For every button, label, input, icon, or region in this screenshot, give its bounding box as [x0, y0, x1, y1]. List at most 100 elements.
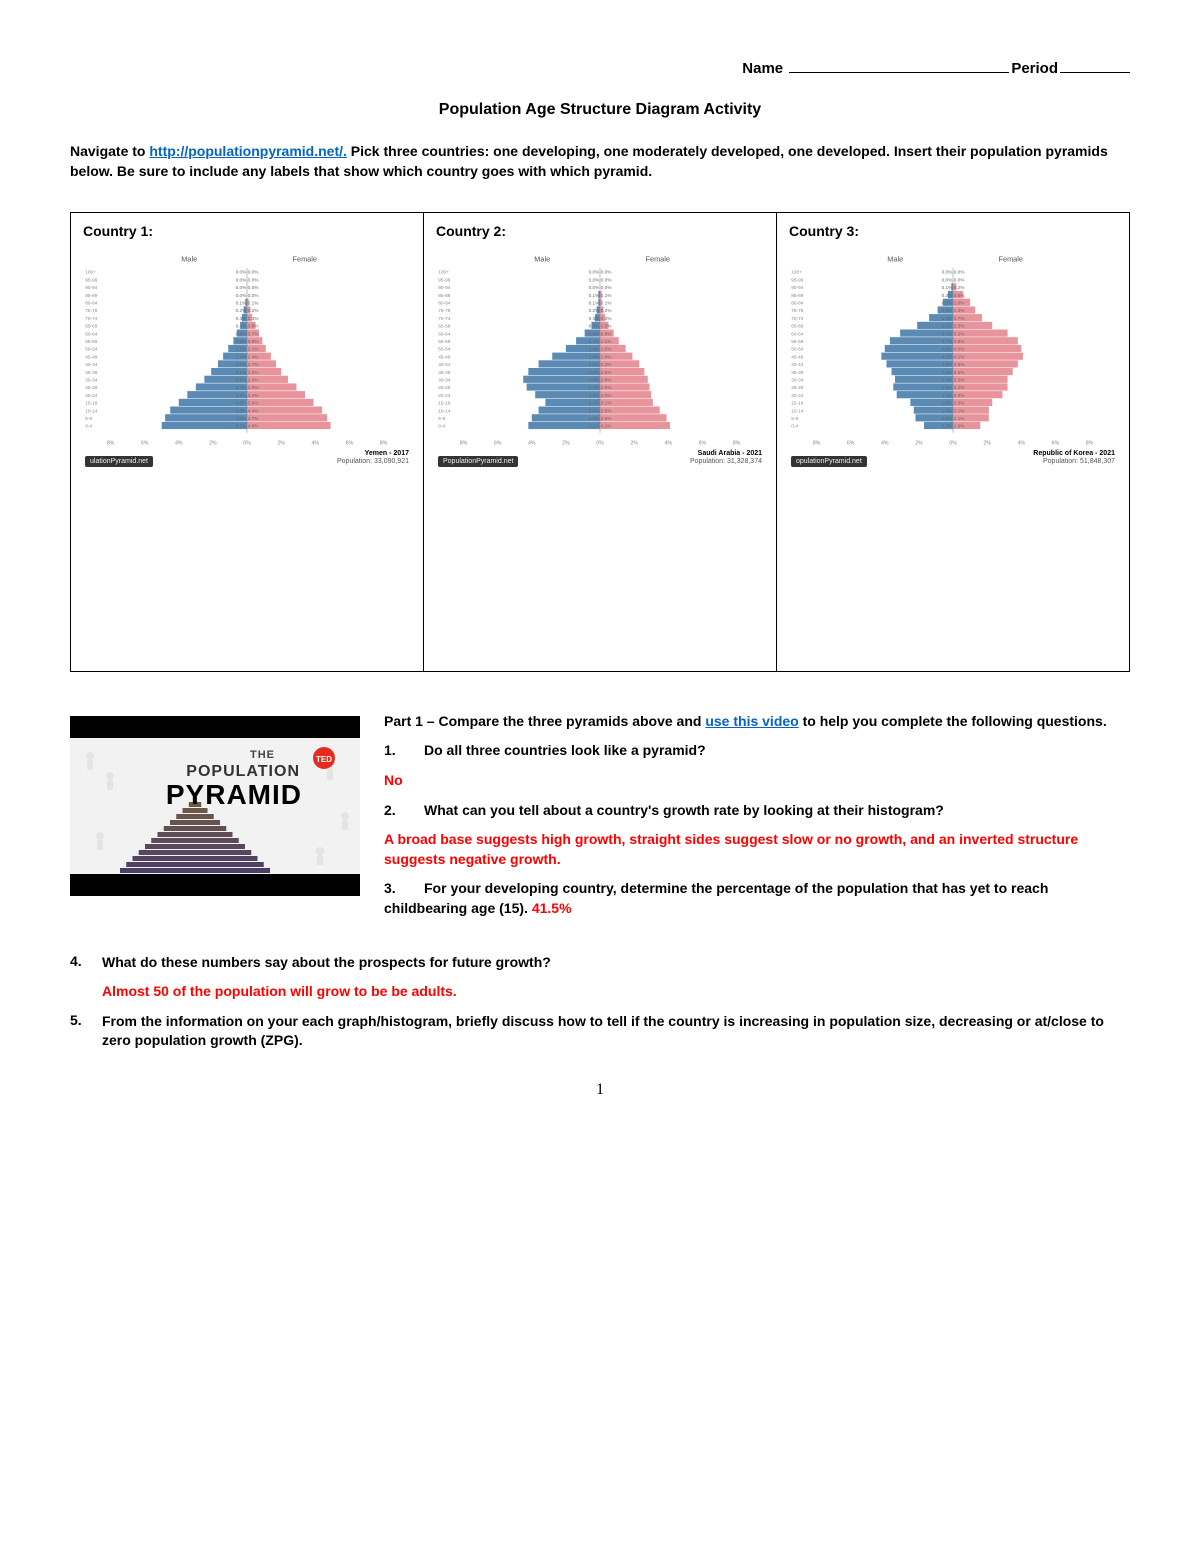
svg-text:0.1% 0.1%: 0.1% 0.1% [589, 300, 613, 306]
header-line: Name Period [70, 60, 1130, 77]
svg-text:3.3% 2.9%: 3.3% 2.9% [942, 392, 966, 398]
svg-text:0-4: 0-4 [438, 423, 445, 429]
svg-text:20-24: 20-24 [791, 392, 803, 398]
svg-text:0.3% 0.3%: 0.3% 0.3% [589, 315, 613, 321]
country-cell: Country 3: Male Female 0.0% 0.0%100+0.0%… [777, 212, 1130, 671]
period-blank [1060, 72, 1130, 73]
svg-text:3.7% 3.8%: 3.7% 3.8% [942, 339, 966, 345]
svg-text:15-19: 15-19 [438, 400, 450, 406]
svg-text:Female: Female [646, 254, 670, 263]
svg-text:1.7% 1.7%: 1.7% 1.7% [236, 362, 260, 368]
name-label: Name [742, 60, 783, 77]
name-blank [789, 72, 1009, 73]
svg-text:100+: 100+ [438, 269, 449, 275]
svg-text:3.4% 3.2%: 3.4% 3.2% [942, 377, 966, 383]
svg-text:4%: 4% [881, 440, 889, 446]
country-label: Country 2: [424, 213, 776, 245]
svg-text:2.0% 1.5%: 2.0% 1.5% [589, 346, 613, 352]
source-badge: PopulationPyramid.net [438, 456, 518, 467]
qa-block: Part 1 – Compare the three pyramids abov… [384, 712, 1130, 929]
svg-text:85-89: 85-89 [791, 292, 803, 298]
country-label: Country 3: [777, 213, 1129, 245]
svg-text:100+: 100+ [85, 269, 96, 275]
svg-text:Male: Male [181, 254, 197, 263]
svg-text:2%: 2% [209, 440, 217, 446]
svg-text:5-9: 5-9 [85, 416, 92, 422]
svg-text:0.9% 1.3%: 0.9% 1.3% [942, 308, 966, 314]
svg-text:15-19: 15-19 [791, 400, 803, 406]
svg-text:3.1% 3.2%: 3.1% 3.2% [942, 331, 966, 337]
svg-text:0.0% 0.0%: 0.0% 0.0% [942, 277, 966, 283]
svg-text:3.6% 2.3%: 3.6% 2.3% [589, 362, 613, 368]
svg-text:6%: 6% [699, 440, 707, 446]
svg-text:85-89: 85-89 [85, 292, 97, 298]
svg-text:8%: 8% [380, 440, 388, 446]
svg-text:40-44: 40-44 [85, 362, 97, 368]
svg-text:50-54: 50-54 [85, 346, 97, 352]
svg-text:4.2% 2.6%: 4.2% 2.6% [589, 369, 613, 375]
country-cell: Country 2: Male Female 0.0% 0.0% 100+ 0.0%… [424, 212, 777, 671]
svg-text:1.4% 1.1%: 1.4% 1.1% [589, 339, 613, 345]
video-thumbnail[interactable]: TED THE POPULATION PYRAMID [70, 716, 360, 896]
svg-text:8%: 8% [1086, 440, 1094, 446]
pyramid-link[interactable]: http://populationpyramid.net/. [149, 143, 347, 159]
svg-text:4%: 4% [664, 440, 672, 446]
svg-text:0.5% 0.5%: 0.5% 0.5% [589, 323, 613, 329]
svg-text:4.0% 4.0%: 4.0% 4.0% [942, 346, 966, 352]
svg-text:0.6% 1.0%: 0.6% 1.0% [942, 300, 966, 306]
svg-text:4.0% 3.9%: 4.0% 3.9% [589, 416, 613, 422]
period-label: Period [1011, 60, 1058, 77]
svg-text:0.0% 0.0%: 0.0% 0.0% [589, 277, 613, 283]
svg-text:2.5% 2.4%: 2.5% 2.4% [236, 377, 260, 383]
svg-text:75-79: 75-79 [438, 308, 450, 314]
svg-text:0.1% 0.1%: 0.1% 0.1% [236, 300, 260, 306]
svg-text:20-24: 20-24 [438, 392, 450, 398]
svg-text:1.4% 1.7%: 1.4% 1.7% [942, 315, 966, 321]
svg-text:Male: Male [534, 254, 550, 263]
svg-text:8%: 8% [107, 440, 115, 446]
svg-text:0.0% 0.0%: 0.0% 0.0% [236, 292, 260, 298]
svg-text:4.2% 4.1%: 4.2% 4.1% [942, 354, 966, 360]
svg-text:90-94: 90-94 [791, 285, 803, 291]
svg-text:85-89: 85-89 [438, 292, 450, 298]
svg-text:0.0% 0.0%: 0.0% 0.0% [236, 285, 260, 291]
svg-text:4.3% 2.9%: 4.3% 2.9% [589, 385, 613, 391]
svg-text:1.4% 1.4%: 1.4% 1.4% [236, 354, 260, 360]
svg-text:0.0% 0.0%: 0.0% 0.0% [589, 285, 613, 291]
svg-text:6%: 6% [141, 440, 149, 446]
answer-1: No [384, 771, 1130, 791]
svg-text:60-64: 60-64 [438, 331, 450, 337]
svg-text:2%: 2% [562, 440, 570, 446]
pyramid-table: Country 1: Male Female 0.0% 0.0%100+0.0%… [70, 212, 1130, 672]
svg-text:0.2% 0.2%: 0.2% 0.2% [589, 308, 613, 314]
pyramid-chart: Male Female 0.0% 0.0%100+0.0% 0.0%95-990… [71, 245, 423, 671]
svg-text:15-19: 15-19 [85, 400, 97, 406]
svg-text:35-39: 35-39 [438, 369, 450, 375]
svg-text:55-59: 55-59 [791, 339, 803, 345]
svg-text:5-9: 5-9 [791, 416, 798, 422]
svg-text:80-84: 80-84 [85, 300, 97, 306]
svg-text:55-59: 55-59 [85, 339, 97, 345]
svg-text:45-49: 45-49 [791, 354, 803, 360]
svg-text:10-14: 10-14 [438, 408, 450, 414]
svg-text:6%: 6% [494, 440, 502, 446]
svg-text:70-74: 70-74 [438, 315, 450, 321]
svg-text:1.7% 1.6%: 1.7% 1.6% [942, 423, 966, 429]
svg-text:0.9% 0.8%: 0.9% 0.8% [589, 331, 613, 337]
svg-text:6%: 6% [1052, 440, 1060, 446]
svg-text:2.5% 2.3%: 2.5% 2.3% [942, 400, 966, 406]
svg-text:10-14: 10-14 [791, 408, 803, 414]
svg-text:PYRAMID: PYRAMID [166, 779, 302, 810]
svg-text:0.6% 0.7%: 0.6% 0.7% [236, 331, 260, 337]
video-link[interactable]: use this video [705, 713, 798, 729]
svg-text:3.0% 2.9%: 3.0% 2.9% [236, 385, 260, 391]
svg-text:90-94: 90-94 [438, 285, 450, 291]
svg-text:5.0% 4.9%: 5.0% 4.9% [236, 423, 260, 429]
svg-text:20-24: 20-24 [85, 392, 97, 398]
pyramid-chart: Male Female 0.0% 0.0%100+0.0% 0.0%95-990… [777, 245, 1129, 671]
svg-text:4.5% 4.4%: 4.5% 4.4% [236, 408, 260, 414]
svg-text:3.6% 3.5%: 3.6% 3.5% [589, 408, 613, 414]
svg-text:70-74: 70-74 [85, 315, 97, 321]
svg-text:4.5% 2.8%: 4.5% 2.8% [589, 377, 613, 383]
svg-text:25-29: 25-29 [791, 385, 803, 391]
